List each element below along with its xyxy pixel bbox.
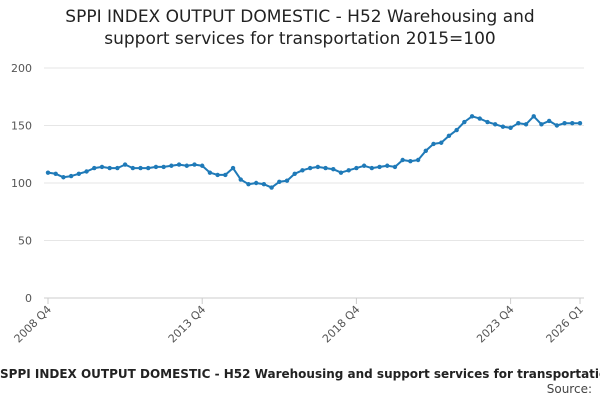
data-point — [107, 165, 112, 171]
data-point — [500, 124, 506, 129]
data-point — [415, 157, 421, 163]
data-point — [323, 165, 328, 171]
data-point — [315, 164, 321, 170]
data-point — [331, 167, 336, 172]
x-tick-label: 2013 Q4 — [166, 303, 209, 346]
data-point — [485, 119, 490, 125]
chart-title-line-1: SPPI INDEX OUTPUT DOMESTIC - H52 Warehou… — [65, 7, 535, 27]
data-point — [516, 121, 521, 126]
data-point — [68, 173, 74, 179]
data-point — [439, 140, 444, 145]
data-point — [377, 164, 382, 170]
data-point — [431, 141, 436, 147]
data-point — [230, 165, 236, 171]
data-point — [223, 172, 228, 178]
data-point — [292, 171, 297, 176]
data-point — [130, 165, 136, 171]
y-tick-label: 100 — [11, 177, 32, 190]
data-point — [161, 164, 166, 170]
data-point — [99, 164, 105, 170]
data-point — [346, 168, 351, 173]
data-point — [392, 164, 398, 170]
y-tick-label: 150 — [11, 120, 32, 133]
data-point — [269, 185, 274, 190]
data-point — [446, 133, 452, 139]
data-point — [385, 163, 390, 168]
data-point — [570, 121, 575, 126]
data-point — [192, 162, 197, 167]
data-point — [45, 170, 51, 175]
data-point — [300, 168, 305, 173]
data-point — [492, 122, 498, 127]
data-point — [338, 170, 344, 175]
series-path — [47, 115, 580, 189]
chart-title: SPPI INDEX OUTPUT DOMESTIC - H52 Warehou… — [0, 6, 600, 50]
data-point — [115, 165, 120, 171]
data-point — [200, 163, 205, 168]
data-point — [61, 175, 66, 180]
y-tick-label: 200 — [11, 62, 32, 75]
data-point — [284, 178, 290, 183]
series-line — [45, 114, 583, 190]
data-point — [215, 172, 220, 178]
data-point — [122, 162, 128, 167]
data-point — [469, 114, 475, 119]
data-point — [354, 165, 359, 171]
data-point — [462, 119, 467, 125]
data-point — [246, 181, 251, 187]
data-point — [277, 179, 282, 185]
data-point — [53, 171, 58, 176]
x-tick-label: 2023 Q4 — [474, 303, 517, 346]
data-point — [523, 122, 529, 127]
x-axis: 2008 Q4 2013 Q4 2018 Q4 2023 Q4 2026 Q1 — [12, 298, 587, 346]
data-point — [207, 170, 213, 175]
footer-caption: SPPI INDEX OUTPUT DOMESTIC - H52 Warehou… — [0, 367, 600, 383]
gridlines — [44, 67, 584, 299]
data-point — [361, 163, 367, 168]
data-point — [253, 180, 259, 186]
data-point — [577, 121, 583, 126]
data-point — [76, 171, 82, 176]
data-point — [423, 148, 428, 153]
data-point — [84, 169, 89, 174]
data-point — [562, 121, 567, 126]
x-tick-label: 2026 Q1 — [544, 303, 587, 346]
data-point — [408, 158, 413, 164]
data-point — [238, 177, 243, 182]
data-point — [539, 122, 544, 127]
chart-title-line-2: support services for transportation 2015… — [104, 29, 496, 49]
y-tick-label: 0 — [25, 292, 32, 305]
data-point — [531, 114, 536, 119]
data-point — [400, 157, 405, 163]
data-point — [138, 165, 143, 171]
data-point — [508, 125, 513, 130]
data-point — [184, 163, 189, 168]
data-point — [153, 164, 159, 170]
data-point — [261, 181, 267, 187]
data-point — [454, 127, 459, 133]
footer-source: Source: — [546, 382, 592, 396]
data-point — [169, 163, 174, 168]
data-point — [369, 165, 375, 171]
data-point — [92, 165, 97, 171]
x-tick-label: 2018 Q4 — [320, 303, 363, 346]
x-tick-label: 2008 Q4 — [12, 303, 55, 346]
data-point — [307, 165, 313, 171]
data-point — [176, 162, 182, 167]
y-axis: 0 50 100 150 200 — [11, 62, 32, 305]
footer-caption-text: SPPI INDEX OUTPUT DOMESTIC - H52 Warehou… — [0, 367, 600, 381]
data-point — [146, 165, 151, 171]
data-point — [554, 123, 560, 128]
data-point — [477, 116, 482, 121]
y-tick-label: 50 — [18, 235, 32, 248]
data-point — [546, 118, 552, 124]
